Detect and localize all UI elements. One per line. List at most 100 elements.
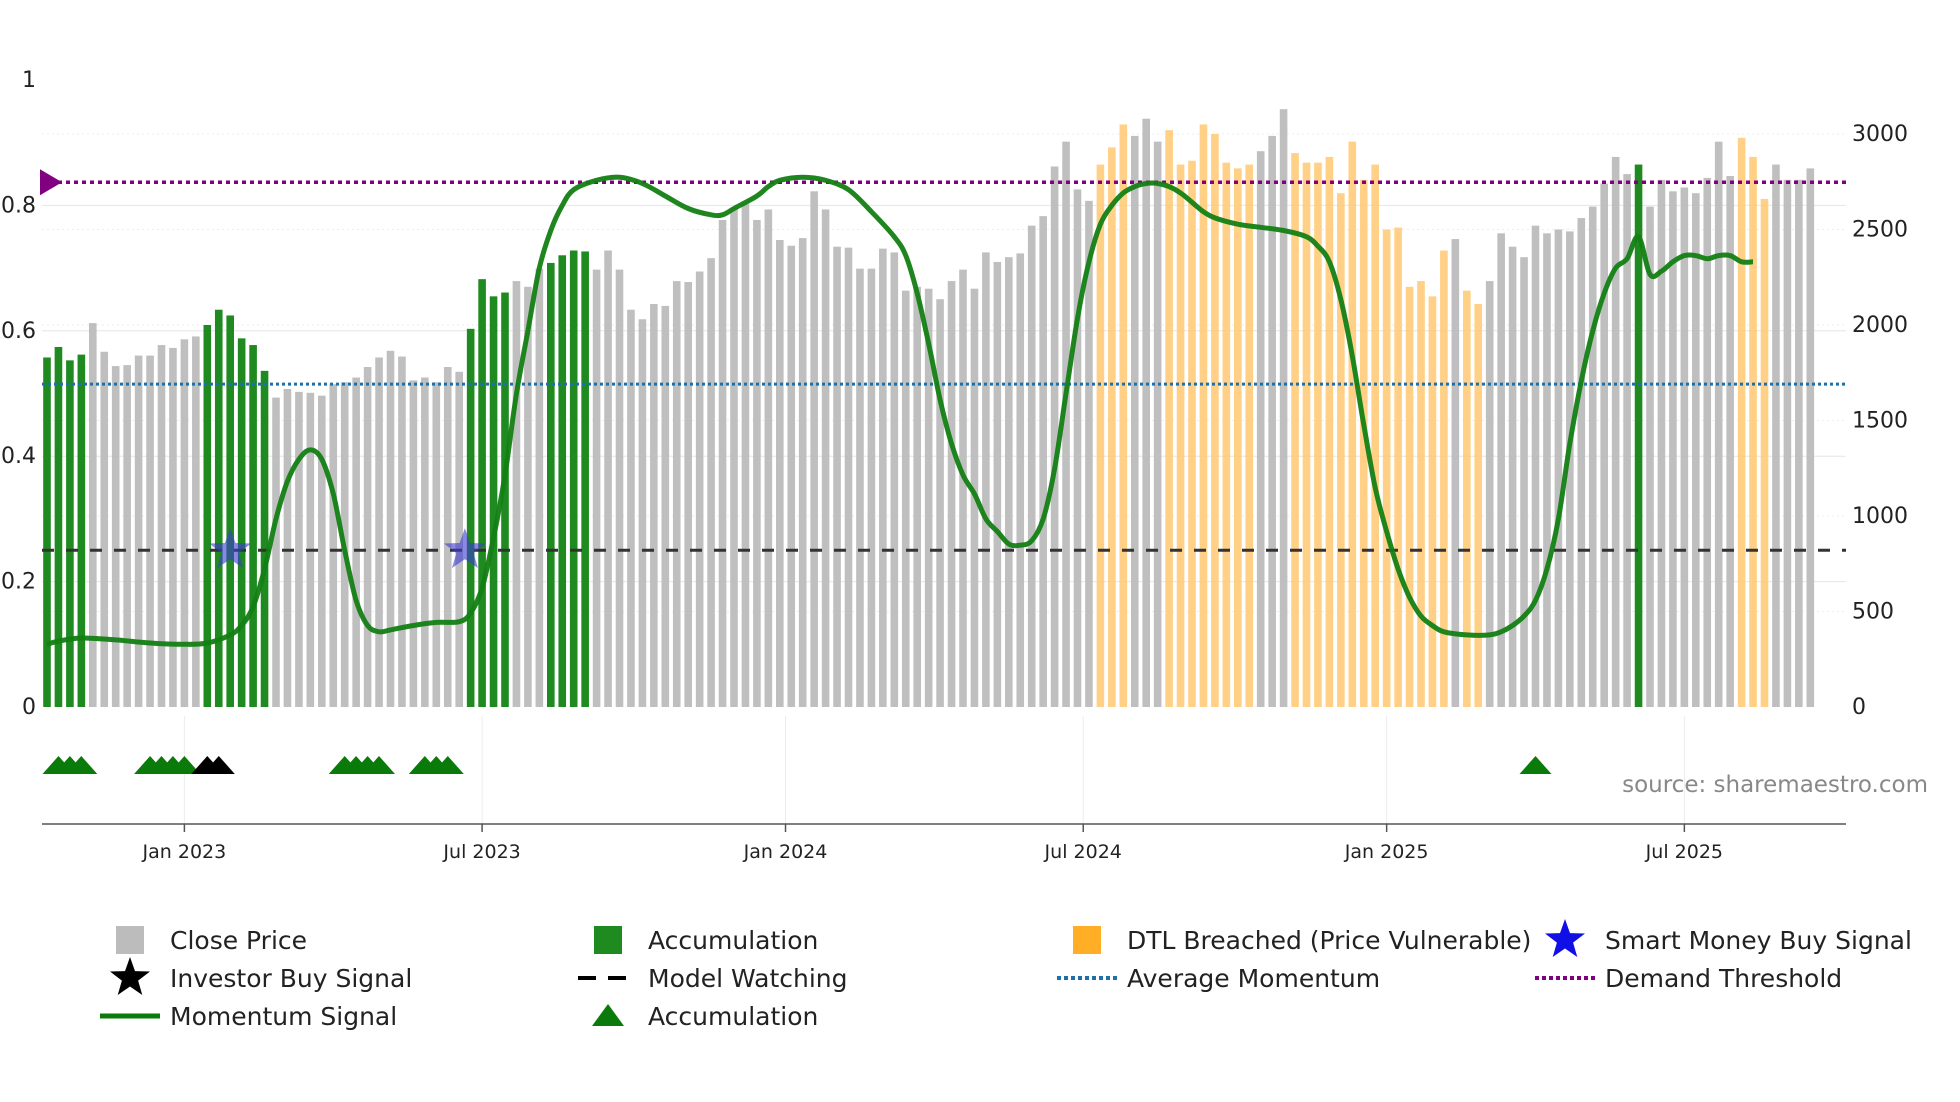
close-price-bar xyxy=(146,355,154,707)
close-price-bar xyxy=(936,299,944,707)
accumulation-bar xyxy=(249,345,257,707)
dtl-breached-bar xyxy=(1428,296,1437,707)
accumulation-bar xyxy=(581,251,589,707)
close-price-bar xyxy=(1016,253,1025,708)
reference-lines xyxy=(40,169,1846,552)
close-price-bar xyxy=(455,371,463,707)
close-price-bar xyxy=(1073,189,1082,707)
accumulation-bar xyxy=(66,360,74,707)
close-price-bar xyxy=(798,238,807,707)
legend-item: Demand Threshold xyxy=(1535,964,1842,993)
accumulation-bar xyxy=(77,354,86,707)
close-price-bar xyxy=(180,339,189,707)
close-price-bar xyxy=(421,377,429,707)
dtl-breached-bar xyxy=(1337,193,1345,707)
close-price-bar xyxy=(753,219,761,707)
smart-money-buy-star xyxy=(209,528,252,568)
legend-label: Smart Money Buy Signal xyxy=(1605,926,1912,955)
legend-gray-square-icon xyxy=(116,926,144,954)
close-price-bar xyxy=(879,248,887,707)
close-price-bar xyxy=(512,281,521,707)
dtl-breached-bar xyxy=(1314,162,1322,707)
left-tick-label: 0.6 xyxy=(1,319,36,344)
close-price-bars xyxy=(43,109,1815,708)
legend-item: Average Momentum xyxy=(1057,964,1380,993)
close-price-bar xyxy=(1485,281,1494,707)
close-price-bar xyxy=(409,380,418,707)
accumulation-bar xyxy=(214,309,223,707)
close-price-bar xyxy=(741,203,750,707)
close-price-bar xyxy=(1039,216,1047,707)
close-price-bar xyxy=(718,219,727,707)
legend-item: Momentum Signal xyxy=(100,1002,397,1031)
dtl-breached-bar xyxy=(1119,124,1128,707)
close-price-bar xyxy=(1543,233,1551,707)
close-price-bar xyxy=(1692,193,1700,707)
right-tick-label: 1000 xyxy=(1852,504,1908,529)
close-price-bar xyxy=(1714,141,1723,707)
left-tick-label: 0 xyxy=(22,695,36,720)
left-tick-label: 1 xyxy=(22,68,36,93)
close-price-bar xyxy=(1279,109,1288,708)
close-price-bar xyxy=(890,252,899,708)
legend-label: Close Price xyxy=(170,926,307,955)
close-price-bar xyxy=(913,286,921,707)
close-price-bar xyxy=(661,305,670,707)
close-price-bar xyxy=(100,351,109,707)
legend-label: Demand Threshold xyxy=(1605,964,1842,993)
close-price-bar xyxy=(89,323,97,707)
accumulation-bar xyxy=(478,279,486,707)
smart-money-buy-signals xyxy=(209,528,486,568)
right-tick-label: 2000 xyxy=(1852,313,1908,338)
close-price-bar xyxy=(867,268,876,707)
close-price-bar xyxy=(192,336,200,707)
dtl-breached-bar xyxy=(1199,124,1208,707)
close-price-bar xyxy=(329,384,338,707)
legend-green-square-icon xyxy=(594,926,622,954)
close-price-bar xyxy=(432,382,441,707)
x-tick-label: Jul 2023 xyxy=(442,841,520,863)
legend-item: Smart Money Buy Signal xyxy=(1545,919,1912,957)
close-price-bar xyxy=(111,366,120,707)
close-price-bar xyxy=(1566,231,1574,707)
accumulation-bar xyxy=(260,370,269,707)
close-price-bar xyxy=(901,290,910,707)
right-tick-label: 0 xyxy=(1852,695,1866,720)
dtl-breached-bar xyxy=(1737,137,1746,707)
close-price-bar xyxy=(1005,257,1013,707)
close-price-bar xyxy=(982,252,990,708)
close-price-bar xyxy=(947,281,956,707)
close-price-bar xyxy=(1795,179,1803,708)
close-price-bar xyxy=(1669,191,1677,708)
close-price-bar xyxy=(672,281,681,707)
close-price-bar xyxy=(627,309,635,707)
close-price-bar xyxy=(352,377,360,707)
x-tick-label: Jul 2025 xyxy=(1645,841,1723,863)
close-price-bar xyxy=(1451,239,1460,708)
dtl-breached-bar xyxy=(1394,227,1402,707)
dtl-breached-bar xyxy=(1348,141,1357,707)
dtl-breached-bar xyxy=(1417,281,1425,707)
close-price-bar xyxy=(604,250,612,707)
x-tick-label: Jul 2024 xyxy=(1044,841,1122,863)
close-price-bar xyxy=(1508,246,1517,707)
accumulation-triangle xyxy=(1519,756,1552,774)
accumulation-bar xyxy=(558,255,567,708)
close-price-bar xyxy=(535,268,544,707)
accumulation-bar xyxy=(489,296,498,707)
close-price-bar xyxy=(1680,187,1689,708)
accumulation-bar xyxy=(547,262,555,707)
close-price-bar xyxy=(856,268,864,707)
close-price-bar xyxy=(1027,225,1036,707)
x-axis-ticks: Jan 2023 Jul 2023 Jan 2024 Jul 2024 Jan 2025… xyxy=(142,824,1723,863)
dtl-breached-bar xyxy=(1245,164,1254,707)
close-price-bar xyxy=(833,246,841,707)
close-price-bar xyxy=(283,388,292,707)
demand-threshold-marker xyxy=(40,169,62,196)
legend-label: Accumulation xyxy=(648,1002,818,1031)
dtl-breached-bar xyxy=(1371,164,1379,707)
investor-buy-triangle xyxy=(202,756,235,774)
legend-orange-square-icon xyxy=(1073,926,1101,954)
close-price-bar xyxy=(157,345,166,707)
left-tick-label: 0.4 xyxy=(1,444,36,469)
